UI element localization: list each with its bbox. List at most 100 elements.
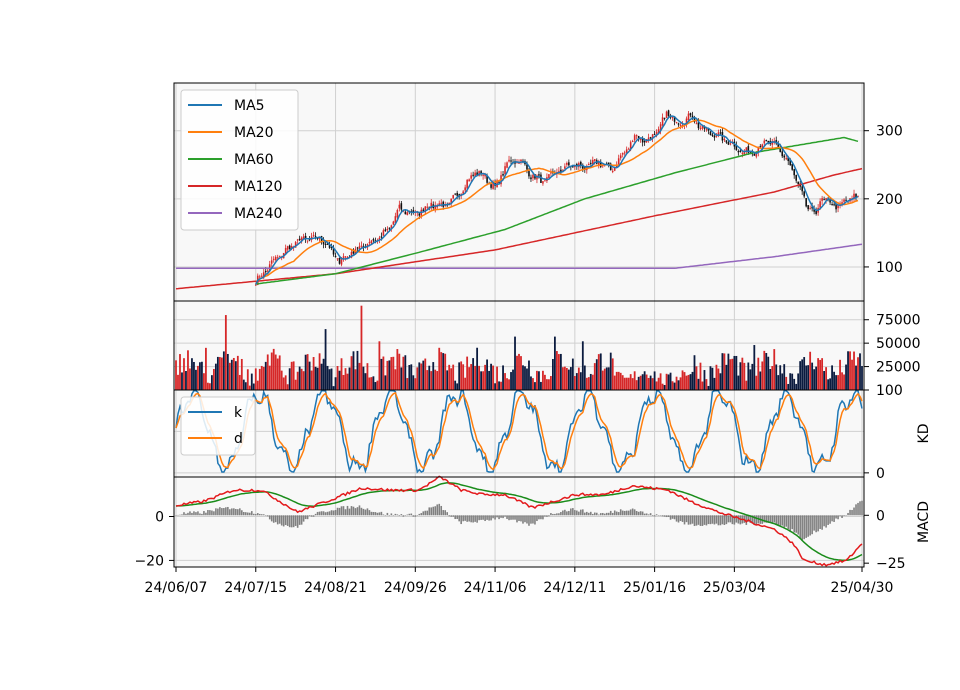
macd-histogram-bar <box>617 512 620 516</box>
macd-histogram-bar <box>548 515 550 517</box>
candle-body <box>653 133 656 135</box>
volume-bar <box>290 361 293 390</box>
volume-bar <box>266 354 269 390</box>
macd-histogram-bar <box>769 515 772 523</box>
macd-histogram-bar <box>231 508 233 516</box>
macd-histogram-bar <box>440 505 443 516</box>
volume-bar <box>470 364 473 390</box>
macd-histogram-bar <box>448 515 451 517</box>
volume-bar <box>687 374 690 390</box>
macd-histogram-bar <box>338 507 341 516</box>
volume-bar <box>250 373 253 390</box>
candle-body <box>426 206 429 208</box>
legend-label-k: k <box>234 405 243 421</box>
candle-body <box>388 227 391 229</box>
candle-body <box>591 159 594 165</box>
candle-body <box>342 256 345 260</box>
volume-ytick-label: 50000 <box>876 336 921 352</box>
price-panel: 100 200 300 MA5 MA20 MA60 MA120 MA240 <box>173 82 903 302</box>
macd-histogram-bar <box>404 515 407 516</box>
macd-histogram-bar <box>466 515 468 522</box>
macd-histogram-bar <box>801 515 803 541</box>
volume-bar <box>763 350 766 390</box>
volume-bar <box>645 374 648 390</box>
candle-body <box>835 203 837 210</box>
macd-histogram-bar <box>526 515 528 524</box>
macd-histogram-bar <box>619 509 622 516</box>
candle-body <box>274 256 277 261</box>
candle-body <box>472 174 474 176</box>
candle-body <box>735 144 738 151</box>
candle-body <box>468 179 470 182</box>
candle-body <box>530 177 532 180</box>
candle-body <box>398 204 401 209</box>
volume-bar <box>446 370 449 390</box>
candle-body <box>284 248 287 254</box>
volume-bar <box>330 368 333 390</box>
volume-bar <box>476 347 479 390</box>
legend-label-ma120: MA120 <box>234 179 282 195</box>
x-tick-label: 25/01/16 <box>623 580 686 596</box>
candle-body <box>382 230 385 236</box>
macd-histogram-bar <box>669 515 672 520</box>
volume-bar <box>344 368 347 390</box>
macd-histogram-bar <box>775 515 778 525</box>
macd-histogram-bar <box>211 510 213 516</box>
volume-bar <box>777 375 780 390</box>
volume-bar <box>442 353 445 390</box>
macd-histogram-bar <box>430 507 433 516</box>
volume-bar <box>565 367 568 390</box>
macd-histogram-bar <box>470 515 472 523</box>
d-line <box>175 391 863 471</box>
candle-body <box>763 140 766 144</box>
macd-histogram-bar <box>627 510 630 516</box>
volume-bar <box>719 373 722 390</box>
volume-bar <box>332 386 335 390</box>
macd-histogram-bar <box>434 506 437 516</box>
macd-histogram-bar <box>394 513 397 516</box>
macd-histogram-bar <box>570 508 572 516</box>
macd-histogram-bar <box>360 507 363 516</box>
macd-histogram-bar <box>436 504 439 516</box>
macd-histogram-bar <box>376 512 379 516</box>
macd-histogram-bar <box>651 515 654 516</box>
macd-left-ytick-label: −20 <box>134 553 164 569</box>
macd-histogram-bar <box>765 515 768 523</box>
candle-body <box>695 123 698 125</box>
volume-bar <box>500 381 502 390</box>
candle-body <box>328 244 331 248</box>
volume-bar <box>663 385 666 390</box>
x-tick-label: 24/11/06 <box>464 580 527 596</box>
volume-bar <box>510 372 512 390</box>
macd-histogram-bar <box>745 515 748 525</box>
volume-bar <box>603 368 606 390</box>
volume-bar <box>601 370 604 390</box>
macd-histogram-bar <box>282 515 285 527</box>
candle-body <box>400 203 403 210</box>
volume-bar <box>805 365 808 390</box>
candle-body <box>589 162 592 164</box>
macd-histogram-bar <box>827 515 829 525</box>
candle-body <box>396 209 399 218</box>
volume-bar <box>757 357 760 390</box>
volume-bar <box>675 376 678 390</box>
candle-body <box>709 131 712 136</box>
volume-bar <box>745 380 748 390</box>
volume-bar <box>799 361 802 390</box>
volume-bar <box>288 368 291 390</box>
volume-bar <box>400 367 403 390</box>
volume-bar <box>803 357 806 390</box>
macd-histogram-bar <box>450 515 452 517</box>
candle-body <box>665 111 668 118</box>
volume-bar <box>827 379 829 390</box>
candle-body <box>807 205 809 210</box>
volume-bar <box>831 365 833 390</box>
candle-body <box>344 256 347 258</box>
candle-body <box>264 270 267 273</box>
macd-histogram-bar <box>747 515 750 522</box>
macd-histogram-bar <box>398 515 401 516</box>
macd-histogram-bar <box>789 515 792 531</box>
candle-body <box>560 169 562 172</box>
candle-body <box>298 238 301 241</box>
candle-body <box>719 132 722 134</box>
